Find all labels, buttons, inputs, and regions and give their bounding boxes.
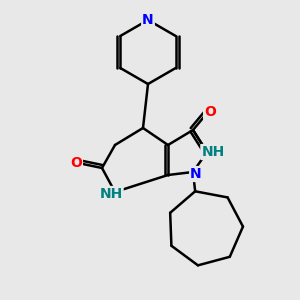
Text: NH: NH — [99, 187, 123, 201]
Text: O: O — [204, 105, 216, 119]
Text: N: N — [142, 13, 154, 27]
Text: O: O — [70, 156, 82, 170]
Text: NH: NH — [201, 145, 225, 159]
Text: N: N — [190, 167, 202, 181]
